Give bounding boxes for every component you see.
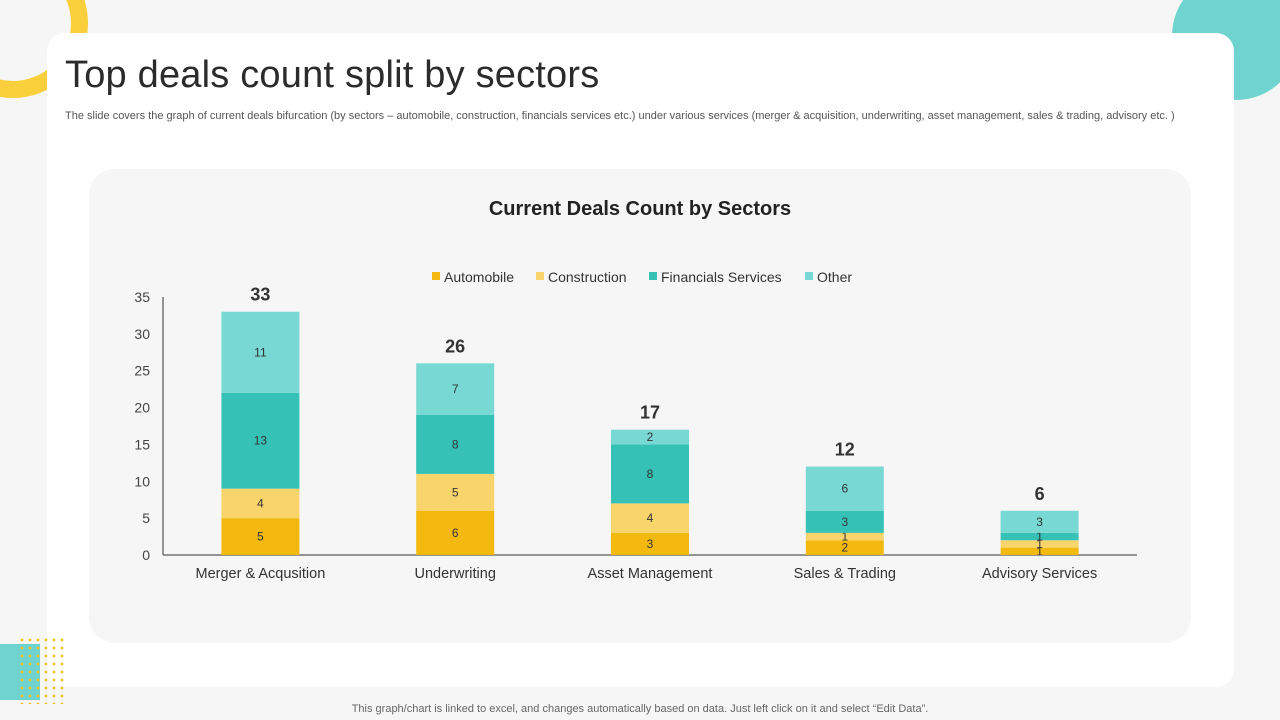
y-tick-label: 35: [134, 289, 150, 305]
y-tick-label: 5: [142, 510, 150, 526]
chart-panel: Current Deals Count by Sectors Automobil…: [89, 169, 1191, 643]
x-category-label: Merger & Acqusition: [196, 566, 326, 582]
chart-legend: Automobile Construction Financials Service…: [432, 269, 852, 285]
data-label: 6: [841, 482, 848, 496]
data-label: 13: [254, 434, 268, 448]
bar-segment: [611, 532, 689, 555]
legend-label: Financials Services: [661, 269, 782, 285]
page-subtitle: The slide covers the graph of current de…: [65, 110, 1175, 122]
y-tick-label: 30: [134, 326, 150, 342]
data-label: 6: [452, 526, 459, 540]
x-category-label: Asset Management: [588, 566, 713, 582]
bar-segment: [805, 510, 884, 533]
bar-segment: [805, 540, 884, 555]
data-label: 4: [647, 511, 654, 525]
bar-segment: [1000, 540, 1079, 548]
data-label: 8: [647, 467, 654, 481]
y-tick-label: 20: [134, 400, 150, 416]
y-tick-label: 25: [134, 363, 150, 379]
bar-segment: [416, 473, 495, 511]
legend-item: Other: [805, 269, 852, 285]
bar-segment: [416, 363, 495, 415]
data-label: 1: [1036, 530, 1043, 544]
bar-segment: [1000, 532, 1079, 541]
data-label: 1: [1036, 537, 1043, 551]
bar-segment: [611, 503, 689, 533]
x-category-label: Advisory Services: [982, 566, 1097, 582]
legend-label: Other: [817, 269, 852, 285]
total-label: 6: [1035, 484, 1045, 504]
data-label: 3: [1036, 515, 1043, 529]
data-label: 8: [452, 437, 459, 451]
legend-item: Financials Services: [649, 269, 782, 285]
y-tick-label: 0: [142, 547, 150, 563]
bar-segment: [611, 429, 689, 445]
legend-item: Automobile: [432, 269, 514, 285]
bar-segment: [221, 311, 300, 393]
legend-swatch: [649, 272, 657, 280]
data-label: 5: [452, 485, 459, 499]
total-label: 26: [445, 336, 465, 356]
bar-segment: [1000, 510, 1079, 533]
data-label: 4: [257, 496, 264, 510]
data-label: 7: [452, 382, 459, 396]
legend-label: Automobile: [444, 269, 514, 285]
total-label: 17: [640, 403, 660, 423]
data-label: 2: [647, 430, 654, 444]
total-label: 12: [835, 440, 855, 460]
footer-note: This graph/chart is linked to excel, and…: [351, 703, 929, 715]
data-label: 1: [841, 530, 848, 544]
data-label: 3: [647, 537, 654, 551]
legend-label: Construction: [548, 269, 627, 285]
stacked-bar-chart: Current Deals Count by Sectors Automobil…: [134, 198, 1137, 582]
y-tick-label: 10: [134, 473, 150, 489]
bar-segment: [805, 466, 884, 511]
x-category-label: Underwriting: [414, 566, 495, 582]
data-label: 11: [254, 345, 267, 359]
legend-swatch: [536, 272, 544, 280]
legend-item: Construction: [536, 269, 627, 285]
y-tick-label: 15: [134, 436, 150, 452]
legend-swatch: [805, 272, 813, 280]
data-label: 5: [257, 530, 264, 544]
page-title: Top deals count split by sectors: [65, 54, 600, 96]
data-label: 3: [841, 515, 848, 529]
bar-segment: [416, 414, 495, 474]
bar-segment: [221, 488, 300, 519]
bar-segment: [805, 532, 884, 541]
bar-segment: [221, 392, 300, 489]
total-label: 33: [250, 285, 270, 305]
legend-swatch: [432, 272, 440, 280]
bar-segment: [221, 518, 300, 555]
data-label: 2: [841, 541, 848, 555]
bar-segment: [611, 444, 689, 504]
dot-pattern-decoration: [18, 636, 66, 704]
bar-segment: [416, 510, 495, 555]
data-label: 1: [1036, 544, 1043, 558]
bar-segment: [1000, 547, 1079, 555]
chart-title: Current Deals Count by Sectors: [489, 198, 791, 220]
x-category-label: Sales & Trading: [794, 566, 896, 582]
